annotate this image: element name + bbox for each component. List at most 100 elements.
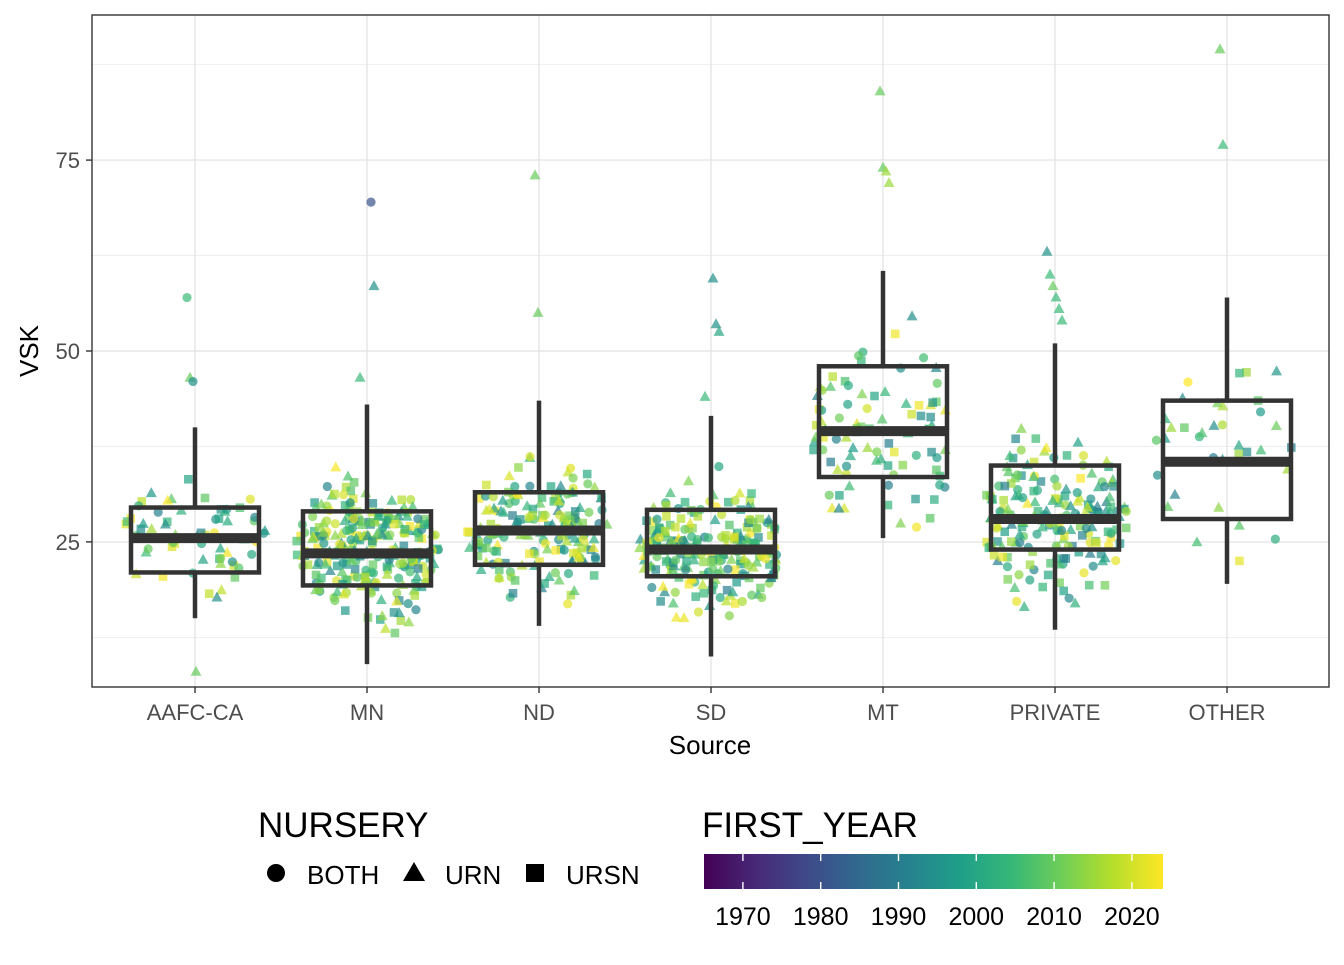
jitter-point bbox=[819, 433, 828, 442]
jitter-point bbox=[1096, 549, 1106, 559]
jitter-point bbox=[1091, 500, 1103, 511]
jitter-point bbox=[879, 386, 891, 397]
jitter-point bbox=[647, 582, 657, 593]
jitter-point bbox=[382, 515, 392, 525]
jitter-point bbox=[1060, 531, 1069, 541]
jitter-point bbox=[368, 568, 379, 578]
jitter-point bbox=[1075, 521, 1085, 531]
jitter-point bbox=[999, 495, 1008, 505]
jitter-point bbox=[563, 568, 574, 579]
jitter-point bbox=[1051, 494, 1060, 503]
jitter-point bbox=[401, 510, 413, 521]
jitter-point bbox=[693, 607, 704, 617]
jitter-point bbox=[883, 480, 894, 490]
jitter-point bbox=[1072, 488, 1082, 498]
jitter-point bbox=[310, 498, 319, 507]
jitter-point bbox=[840, 376, 850, 386]
jitter-point bbox=[935, 480, 945, 490]
jitter-point bbox=[1255, 407, 1266, 417]
jitter-point bbox=[406, 495, 416, 505]
jitter-point bbox=[918, 353, 929, 363]
jitter-point bbox=[322, 516, 332, 526]
outlier-point bbox=[368, 280, 380, 291]
jitter-point bbox=[661, 501, 671, 510]
jitter-points bbox=[121, 43, 1296, 676]
jitter-point bbox=[730, 565, 740, 574]
jitter-point bbox=[486, 519, 496, 529]
jitter-point bbox=[1025, 575, 1035, 585]
jitter-point bbox=[1060, 491, 1070, 501]
jitter-point bbox=[245, 494, 255, 504]
jitter-point bbox=[308, 511, 318, 522]
jitter-point bbox=[1036, 477, 1046, 486]
jitter-point bbox=[184, 474, 193, 484]
jitter-point bbox=[745, 515, 755, 525]
jitter-point bbox=[367, 536, 377, 546]
jitter-point bbox=[1100, 481, 1110, 492]
x-tick-label: MN bbox=[350, 700, 384, 725]
jitter-point bbox=[331, 586, 343, 597]
jitter-point bbox=[319, 538, 329, 549]
jitter-point bbox=[989, 550, 999, 560]
jitter-point bbox=[421, 569, 431, 579]
jitter-point bbox=[349, 494, 358, 504]
jitter-point bbox=[691, 592, 700, 601]
jitter-point bbox=[1004, 450, 1016, 461]
jitter-point bbox=[730, 495, 740, 506]
jitter-point bbox=[1000, 481, 1010, 491]
jitter-point bbox=[745, 496, 755, 505]
jitter-point bbox=[1052, 481, 1062, 491]
jitter-point bbox=[876, 413, 888, 424]
jitter-point bbox=[341, 606, 350, 615]
jitter-point bbox=[1191, 536, 1203, 547]
jitter-point bbox=[755, 514, 764, 524]
jitter-point bbox=[1021, 497, 1033, 508]
jitter-point bbox=[1169, 488, 1181, 499]
jitter-point bbox=[1097, 555, 1109, 566]
jitter-point bbox=[405, 567, 415, 577]
jitter-point bbox=[200, 493, 210, 503]
boxplot-mn bbox=[300, 404, 434, 665]
jitter-point bbox=[515, 515, 525, 524]
jitter-point bbox=[578, 518, 588, 528]
jitter-point bbox=[667, 597, 679, 608]
jitter-point bbox=[336, 565, 348, 576]
y-axis: 25 50 75 bbox=[56, 148, 92, 555]
jitter-point bbox=[1043, 570, 1053, 580]
jitter-point bbox=[1235, 556, 1244, 566]
jitter-point bbox=[1011, 596, 1022, 607]
jitter-point bbox=[508, 511, 517, 520]
jitter-point bbox=[197, 553, 209, 564]
y-tick-label: 75 bbox=[56, 148, 80, 173]
outlier-point bbox=[529, 169, 541, 180]
jitter-point bbox=[659, 586, 671, 597]
jitter-point bbox=[553, 495, 565, 506]
jitter-point bbox=[661, 557, 671, 566]
jitter-point bbox=[396, 616, 406, 625]
jitter-point bbox=[558, 511, 570, 522]
jitter-point bbox=[688, 554, 700, 565]
jitter-point bbox=[145, 487, 157, 498]
y-axis-title: VSK bbox=[14, 324, 44, 377]
jitter-point bbox=[1104, 491, 1116, 502]
jitter-point bbox=[729, 532, 739, 542]
jitter-point bbox=[380, 622, 392, 633]
jitter-point bbox=[553, 574, 565, 585]
jitter-point bbox=[895, 517, 907, 528]
jitter-point bbox=[474, 494, 484, 503]
jitter-point bbox=[292, 536, 302, 546]
jitter-point bbox=[652, 514, 662, 524]
jitter-point bbox=[370, 518, 379, 527]
jitter-point bbox=[473, 551, 483, 561]
jitter-point bbox=[1069, 597, 1081, 608]
jitter-point bbox=[714, 461, 724, 472]
jitter-point bbox=[330, 519, 340, 529]
jitter-point bbox=[1270, 534, 1280, 544]
jitter-point bbox=[767, 531, 776, 540]
jitter-point bbox=[930, 495, 939, 504]
jitter-point bbox=[646, 525, 656, 535]
jitter-point bbox=[680, 524, 690, 535]
jitter-point bbox=[725, 520, 734, 530]
jitter-point bbox=[716, 509, 727, 520]
jitter-point bbox=[342, 470, 354, 481]
